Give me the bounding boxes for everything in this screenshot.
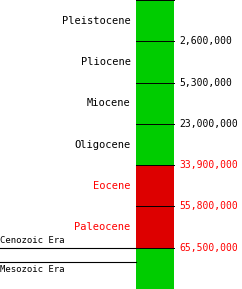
Text: 2,600,000: 2,600,000 [179,36,232,46]
Text: Pliocene: Pliocene [81,57,131,67]
Bar [136,248,174,289]
Text: Miocene: Miocene [87,98,131,108]
Bar [136,124,174,165]
Text: Pleistocene: Pleistocene [62,16,131,26]
Text: Oligocene: Oligocene [75,140,131,149]
Text: 23,000,000: 23,000,000 [179,119,238,129]
Text: Eocene: Eocene [93,181,131,191]
Bar [136,41,174,83]
Bar [136,83,174,124]
Bar [136,0,174,41]
Bar [136,165,174,206]
Text: 33,900,000: 33,900,000 [179,160,238,170]
Text: Paleocene: Paleocene [75,222,131,232]
Text: 55,800,000: 55,800,000 [179,201,238,212]
Bar [136,206,174,248]
Text: Mesozoic Era: Mesozoic Era [0,265,65,274]
Text: 5,300,000: 5,300,000 [179,77,232,88]
Text: 65,500,000: 65,500,000 [179,243,238,253]
Text: Cenozoic Era: Cenozoic Era [0,236,65,245]
